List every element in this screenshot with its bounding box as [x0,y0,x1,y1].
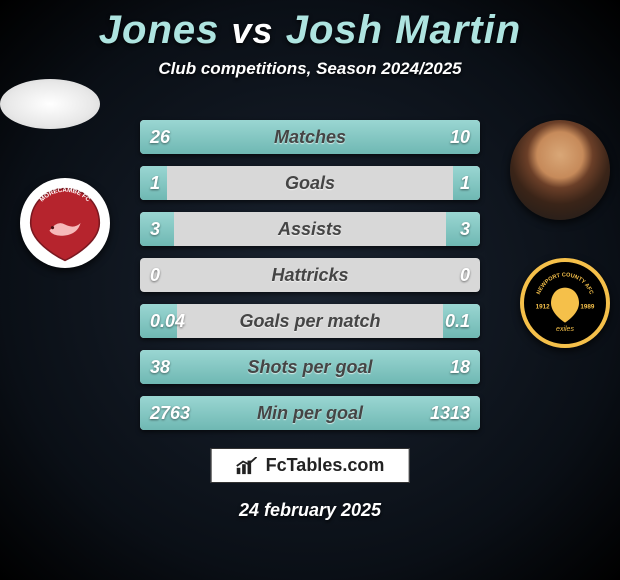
svg-text:exiles: exiles [556,326,574,333]
stats-table: 26Matches10 1Goals1 3Assists3 0Hattricks0 0.… [140,120,480,430]
page-title: Jones vs Josh Martin [0,0,620,53]
stat-value-right: 18 [450,350,470,384]
player-a-name: Jones [99,8,220,52]
stat-row: 26Matches10 [140,120,480,154]
svg-text:1912: 1912 [536,304,551,311]
stat-row: 0.04Goals per match0.1 [140,304,480,338]
subtitle: Club competitions, Season 2024/2025 [0,59,620,79]
svg-text:1989: 1989 [580,304,595,311]
stat-label: Matches [140,120,480,154]
fctables-logo-icon [236,457,258,475]
stat-label: Goals [140,166,480,200]
stat-label: Shots per goal [140,350,480,384]
morecambe-badge-icon: MORECAMBE FC [26,184,104,262]
stat-row: 1Goals1 [140,166,480,200]
player-b-name: Josh Martin [286,8,521,52]
stat-value-right: 0 [460,258,470,292]
stat-label: Assists [140,212,480,246]
player-a-avatar [0,79,100,129]
stat-label: Hattricks [140,258,480,292]
stat-value-right: 1 [460,166,470,200]
stat-label: Goals per match [140,304,480,338]
stat-row: 2763Min per goal1313 [140,396,480,430]
stat-value-right: 3 [460,212,470,246]
stat-value-right: 0.1 [445,304,470,338]
stat-value-right: 1313 [430,396,470,430]
vs-label: vs [232,10,274,51]
club-badge-right: NEWPORT COUNTY AFC 1912 1989 exiles [520,258,610,348]
date-label: 24 february 2025 [0,500,620,521]
branding-box[interactable]: FcTables.com [211,448,410,483]
stat-row: 3Assists3 [140,212,480,246]
stat-row: 38Shots per goal18 [140,350,480,384]
stat-value-right: 10 [450,120,470,154]
branding-label: FcTables.com [266,455,385,476]
stat-row: 0Hattricks0 [140,258,480,292]
newport-badge-icon: NEWPORT COUNTY AFC 1912 1989 exiles [530,268,600,338]
club-badge-left: MORECAMBE FC [20,178,110,268]
player-b-avatar [510,120,610,220]
